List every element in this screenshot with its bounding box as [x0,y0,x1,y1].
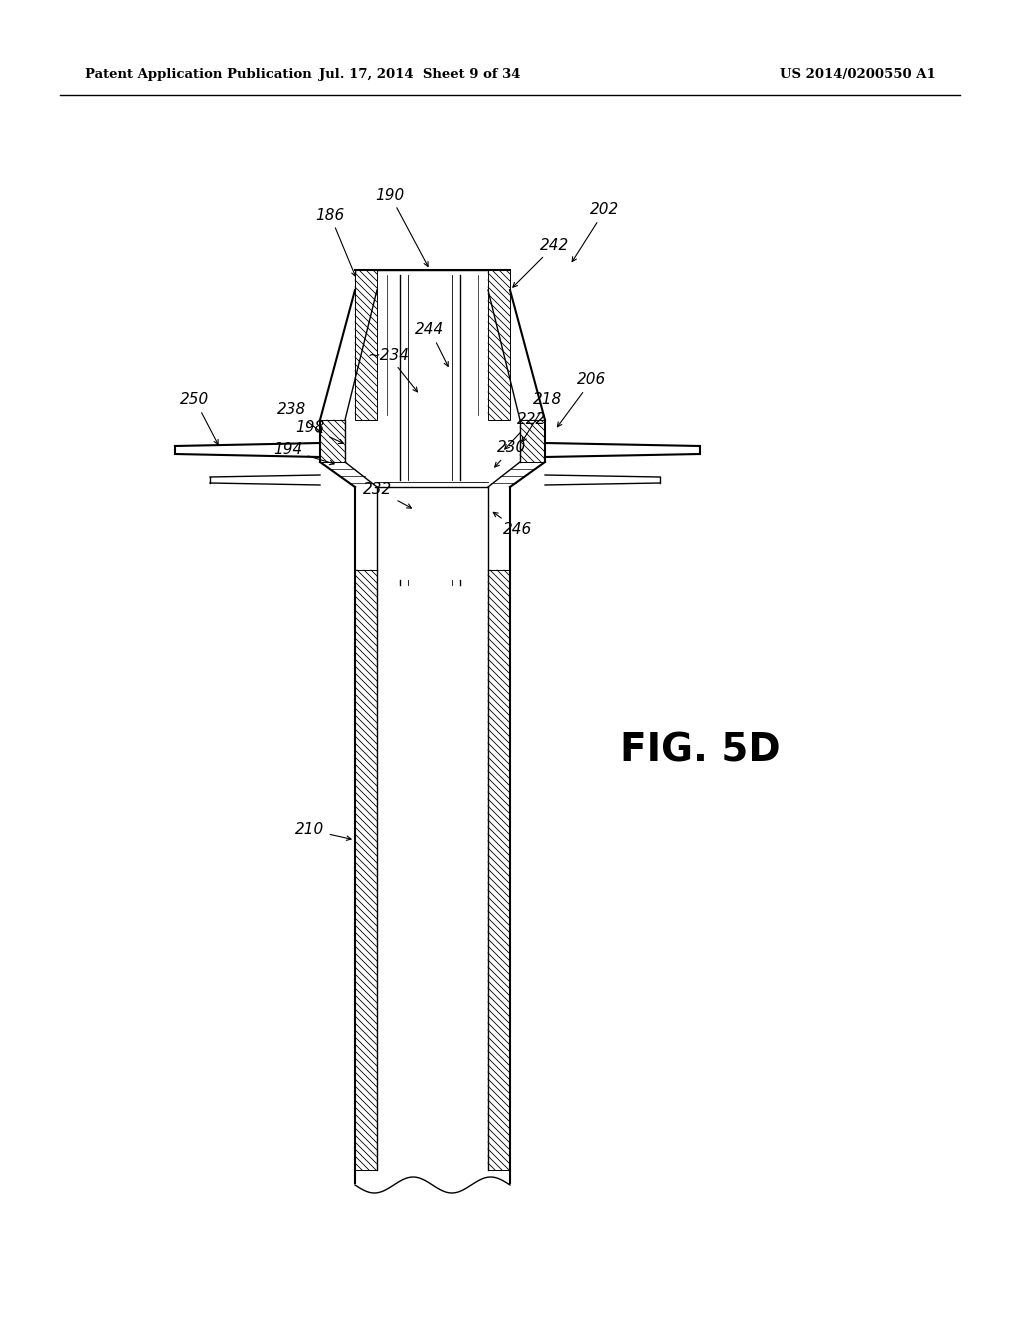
Text: 186: 186 [315,207,355,276]
Text: 238: 238 [278,403,322,433]
Text: 194: 194 [273,442,334,465]
Text: FIG. 5D: FIG. 5D [620,731,780,770]
Text: 190: 190 [376,187,428,267]
Text: 222: 222 [505,412,547,449]
Text: 242: 242 [513,238,569,288]
Bar [520,420,545,462]
Text: 230: 230 [495,441,526,467]
Text: 244: 244 [416,322,449,367]
Text: Patent Application Publication: Patent Application Publication [85,69,311,81]
Bar [488,271,510,420]
Text: 206: 206 [557,372,606,426]
Text: 210: 210 [295,822,351,841]
Text: 218: 218 [522,392,562,442]
Bar [355,271,377,420]
Text: 232: 232 [364,483,412,508]
Text: ~234: ~234 [367,347,418,392]
Text: US 2014/0200550 A1: US 2014/0200550 A1 [780,69,936,81]
Bar [319,420,345,462]
Text: 202: 202 [572,202,620,261]
Text: 246: 246 [494,512,532,537]
Text: Jul. 17, 2014  Sheet 9 of 34: Jul. 17, 2014 Sheet 9 of 34 [319,69,521,81]
Text: 198: 198 [295,421,343,444]
Text: 250: 250 [180,392,218,445]
Bar [355,570,377,1170]
Bar [488,570,510,1170]
